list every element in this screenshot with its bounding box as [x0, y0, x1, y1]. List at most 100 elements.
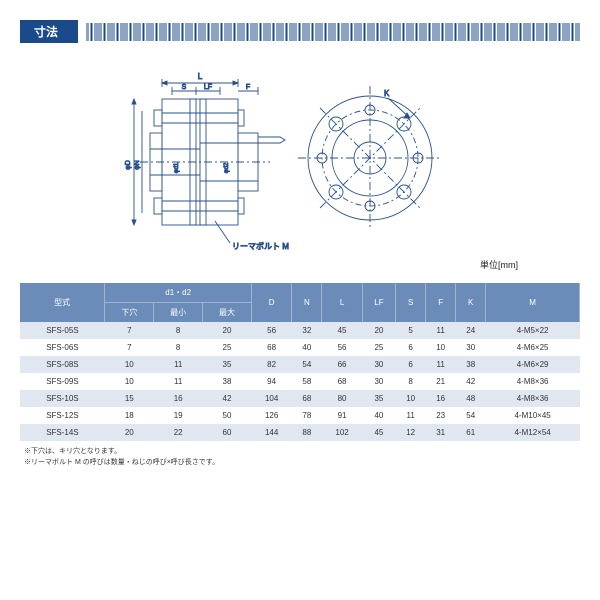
cell-LF: 35 [362, 390, 395, 407]
cell-min: 16 [154, 390, 203, 407]
cell-S: 12 [396, 424, 426, 441]
cell-K: 42 [456, 373, 486, 390]
cell-S: 8 [396, 373, 426, 390]
cell-K: 38 [456, 356, 486, 373]
cell-K: 24 [456, 322, 486, 339]
svg-text:φD: φD [125, 160, 132, 170]
cell-pilot: 20 [105, 424, 154, 441]
diagram-area: L S LF F [50, 63, 550, 273]
cell-N: 78 [292, 407, 322, 424]
col-LF: LF [362, 283, 395, 322]
section-header: 寸法 [20, 20, 580, 43]
cell-K: 30 [456, 339, 486, 356]
cell-M: 4-M5×22 [486, 322, 580, 339]
col-M: M [486, 283, 580, 322]
cell-model: SFS-12S [20, 407, 105, 424]
cell-max: 60 [203, 424, 252, 441]
cell-S: 6 [396, 339, 426, 356]
cell-max: 25 [203, 339, 252, 356]
cell-L: 56 [322, 339, 362, 356]
cell-F: 11 [426, 322, 456, 339]
cell-M: 4-M6×29 [486, 356, 580, 373]
cell-L: 102 [322, 424, 362, 441]
table-row: SFS-10S1516421046880351016484-M8×36 [20, 390, 580, 407]
col-D: D [251, 283, 291, 322]
cell-pilot: 7 [105, 339, 154, 356]
cell-M: 4-M8×36 [486, 373, 580, 390]
cell-F: 21 [426, 373, 456, 390]
cell-model: SFS-05S [20, 322, 105, 339]
cell-L: 91 [322, 407, 362, 424]
cell-N: 88 [292, 424, 322, 441]
cell-L: 45 [322, 322, 362, 339]
cell-D: 56 [251, 322, 291, 339]
table-row: SFS-14S20226014488102451231614-M12×54 [20, 424, 580, 441]
cell-LF: 30 [362, 373, 395, 390]
cell-S: 11 [396, 407, 426, 424]
cell-LF: 25 [362, 339, 395, 356]
coupling-diagram: L S LF F [110, 63, 510, 263]
section-title: 寸法 [20, 20, 78, 43]
table-row: SFS-09S10113894586830821424-M8×36 [20, 373, 580, 390]
cell-N: 32 [292, 322, 322, 339]
footnote-line: ※下穴は、キリ穴となります。 [24, 447, 580, 458]
cell-M: 4-M6×25 [486, 339, 580, 356]
cell-min: 11 [154, 373, 203, 390]
col-pilot: 下穴 [105, 303, 154, 323]
cell-N: 40 [292, 339, 322, 356]
cell-M: 4-M10×45 [486, 407, 580, 424]
svg-text:S: S [182, 84, 187, 91]
cell-D: 82 [251, 356, 291, 373]
cell-pilot: 7 [105, 322, 154, 339]
cell-F: 16 [426, 390, 456, 407]
cell-max: 50 [203, 407, 252, 424]
col-K: K [456, 283, 486, 322]
footnote-line: ※リーマボルト M の呼びは数量・ねじの呼び×呼び長さです。 [24, 458, 580, 469]
col-d1d2: d1・d2 [105, 283, 252, 303]
col-F: F [426, 283, 456, 322]
cell-LF: 30 [362, 356, 395, 373]
svg-text:LF: LF [204, 84, 212, 91]
cell-M: 4-M8×36 [486, 390, 580, 407]
svg-text:φd2: φd2 [224, 162, 230, 173]
cell-min: 8 [154, 339, 203, 356]
cell-model: SFS-10S [20, 390, 105, 407]
col-model: 型式 [20, 283, 105, 322]
cell-pilot: 10 [105, 356, 154, 373]
footnotes: ※下穴は、キリ穴となります。 ※リーマボルト M の呼びは数量・ねじの呼び×呼び… [20, 447, 580, 468]
cell-max: 20 [203, 322, 252, 339]
spec-table: 型式 d1・d2 D N L LF S F K M 下穴 最小 最大 SFS-0… [20, 283, 580, 441]
cell-min: 22 [154, 424, 203, 441]
cell-K: 61 [456, 424, 486, 441]
table-row: SFS-06S782568405625610304-M6×25 [20, 339, 580, 356]
cell-D: 126 [251, 407, 291, 424]
table-body: SFS-05S782056324520511244-M5×22SFS-06S78… [20, 322, 580, 441]
cell-S: 5 [396, 322, 426, 339]
cell-D: 144 [251, 424, 291, 441]
cell-F: 31 [426, 424, 456, 441]
col-max: 最大 [203, 303, 252, 323]
col-min: 最小 [154, 303, 203, 323]
cell-D: 104 [251, 390, 291, 407]
cell-M: 4-M12×54 [486, 424, 580, 441]
cell-K: 48 [456, 390, 486, 407]
cell-min: 11 [154, 356, 203, 373]
unit-label: 単位[mm] [480, 258, 518, 271]
svg-text:φN: φN [134, 160, 141, 170]
cell-K: 54 [456, 407, 486, 424]
col-S: S [396, 283, 426, 322]
cell-pilot: 18 [105, 407, 154, 424]
table-row: SFS-12S1819501267891401123544-M10×45 [20, 407, 580, 424]
cell-L: 68 [322, 373, 362, 390]
cell-D: 94 [251, 373, 291, 390]
table-row: SFS-08S10113582546630611384-M6×29 [20, 356, 580, 373]
cell-N: 58 [292, 373, 322, 390]
table-row: SFS-05S782056324520511244-M5×22 [20, 322, 580, 339]
cell-min: 19 [154, 407, 203, 424]
cell-max: 38 [203, 373, 252, 390]
cell-pilot: 10 [105, 373, 154, 390]
svg-text:リーマボルト M: リーマボルト M [232, 242, 289, 251]
col-L: L [322, 283, 362, 322]
cell-N: 68 [292, 390, 322, 407]
cell-S: 10 [396, 390, 426, 407]
